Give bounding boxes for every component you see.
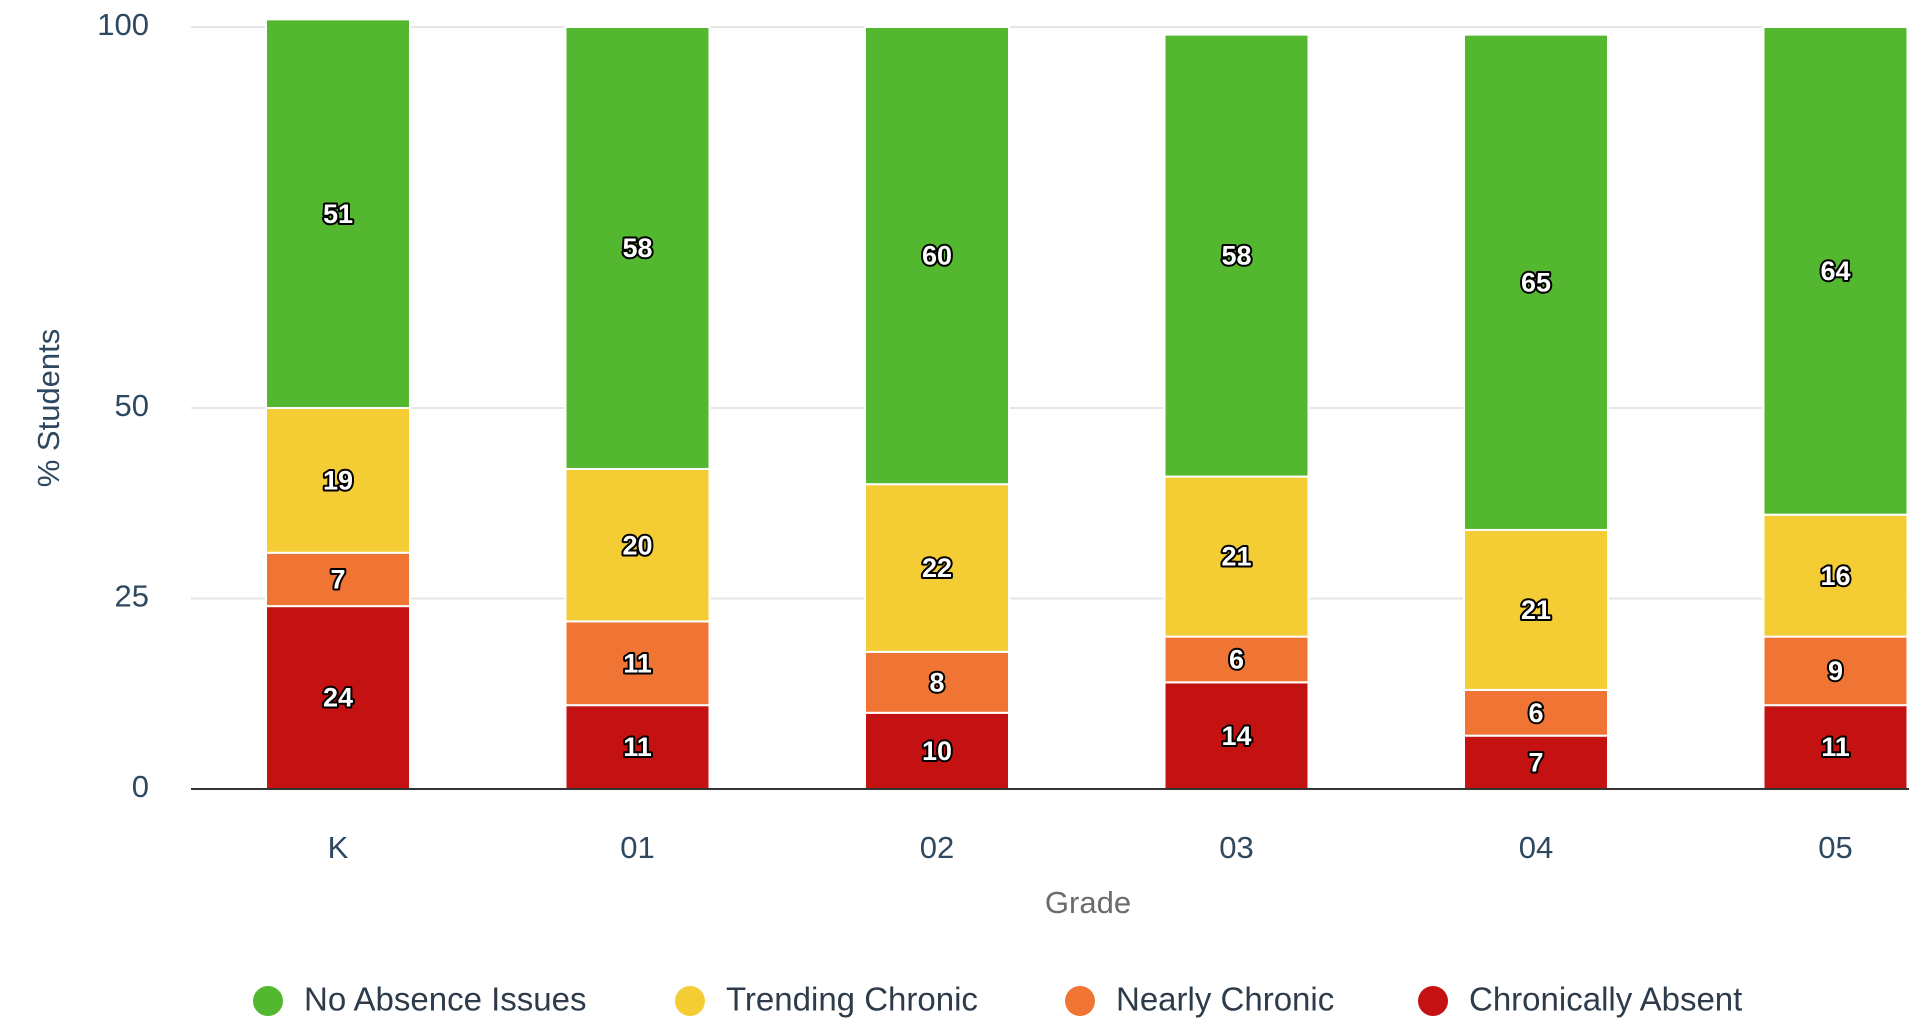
x-tick-label: K (328, 830, 349, 865)
value-label: 21 (1221, 542, 1251, 572)
y-tick-label: 50 (115, 388, 149, 423)
value-label: 19 (323, 466, 353, 496)
legend-marker (1065, 986, 1095, 1016)
bar-segment (864, 711, 1010, 790)
value-label: 11 (623, 648, 652, 678)
value-label: 6 (1229, 645, 1244, 675)
value-label: 20 (622, 530, 652, 560)
value-label: 6 (1528, 698, 1543, 728)
value-label: 24 (323, 683, 353, 713)
bar-segment (1463, 734, 1609, 790)
x-tick-label: 05 (1818, 830, 1852, 865)
bar-segment (1463, 528, 1609, 691)
bar-segment (864, 26, 1010, 486)
value-label: 7 (330, 565, 345, 595)
value-label: 64 (1820, 256, 1850, 286)
y-tick-label: 100 (97, 7, 149, 42)
value-label: 9 (1828, 656, 1843, 686)
bar-segment (1163, 33, 1310, 478)
legend-label: Trending Chronic (726, 981, 978, 1018)
x-tick-label: 01 (620, 830, 654, 865)
legend-marker (675, 986, 705, 1016)
bar-segment (564, 704, 711, 790)
bar-segment (1463, 33, 1609, 531)
x-tick-label: 03 (1219, 830, 1253, 865)
legend-label: Nearly Chronic (1116, 981, 1334, 1018)
bar-segment (564, 467, 711, 623)
bar-segment (864, 483, 1010, 653)
value-label: 7 (1528, 747, 1543, 777)
y-tick-label: 25 (115, 579, 149, 614)
bar-segment (1762, 635, 1909, 707)
bar-segment (1762, 26, 1909, 516)
value-label: 22 (922, 553, 952, 583)
legend-label: Chronically Absent (1469, 981, 1742, 1018)
value-label: 10 (922, 736, 952, 766)
value-label: 51 (323, 199, 353, 229)
bar-segment (265, 18, 411, 409)
bar-segment (1163, 475, 1310, 638)
value-label: 60 (922, 241, 952, 271)
value-label: 21 (1521, 595, 1551, 625)
x-tick-label: 04 (1519, 830, 1553, 865)
bar-segment (564, 620, 711, 707)
value-label: 11 (1821, 732, 1850, 762)
bar-segment (265, 551, 411, 608)
value-label: 58 (622, 233, 652, 263)
legend-marker (1418, 986, 1448, 1016)
bar-segment (564, 26, 711, 470)
legend-label: No Absence Issues (304, 981, 587, 1018)
value-label: 11 (623, 732, 652, 762)
value-label: 16 (1820, 561, 1850, 591)
legend-marker (253, 986, 283, 1016)
x-tick-label: 02 (920, 830, 954, 865)
value-label: 58 (1221, 241, 1251, 271)
value-label: 8 (929, 667, 944, 697)
x-axis-title: Grade (1045, 885, 1131, 920)
value-label: 14 (1221, 721, 1251, 751)
bar-segment (265, 605, 411, 790)
y-axis-title: % Students (31, 329, 66, 488)
bar-segment (1463, 688, 1609, 737)
value-label: 65 (1521, 267, 1551, 297)
y-tick-label: 0 (132, 769, 149, 804)
bar-segment (265, 407, 411, 554)
